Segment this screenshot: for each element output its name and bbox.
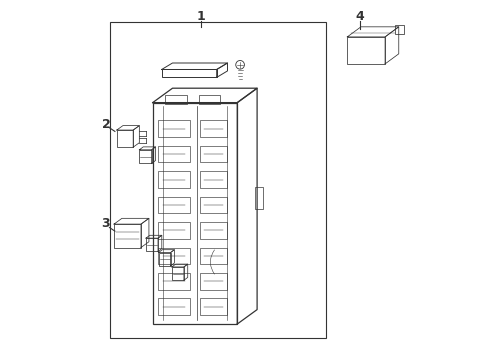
Bar (158, 146, 190, 162)
Bar (158, 253, 170, 266)
Bar (200, 121, 227, 137)
Bar (394, 25, 404, 34)
Bar (346, 37, 384, 64)
Bar (200, 273, 227, 289)
Bar (199, 95, 220, 104)
Bar (200, 298, 227, 315)
Bar (200, 222, 227, 239)
Bar (162, 69, 216, 77)
Text: 1: 1 (197, 10, 205, 23)
Bar (114, 224, 141, 248)
Bar (200, 171, 227, 188)
Bar (158, 171, 190, 188)
Bar (158, 273, 190, 289)
Bar (158, 248, 190, 264)
Bar (200, 197, 227, 213)
Bar (200, 248, 227, 264)
Bar (158, 197, 190, 213)
Bar (117, 130, 133, 147)
Bar (158, 298, 190, 315)
Bar (158, 121, 190, 137)
Bar (200, 146, 227, 162)
Text: 3: 3 (102, 217, 110, 230)
Bar (158, 222, 190, 239)
Bar (255, 187, 262, 209)
Bar (165, 95, 186, 104)
Bar (145, 238, 158, 251)
Bar (109, 22, 325, 338)
Text: 4: 4 (355, 10, 364, 23)
Text: 2: 2 (102, 118, 110, 131)
Bar (152, 103, 237, 324)
Bar (171, 267, 183, 280)
Bar (139, 150, 151, 163)
